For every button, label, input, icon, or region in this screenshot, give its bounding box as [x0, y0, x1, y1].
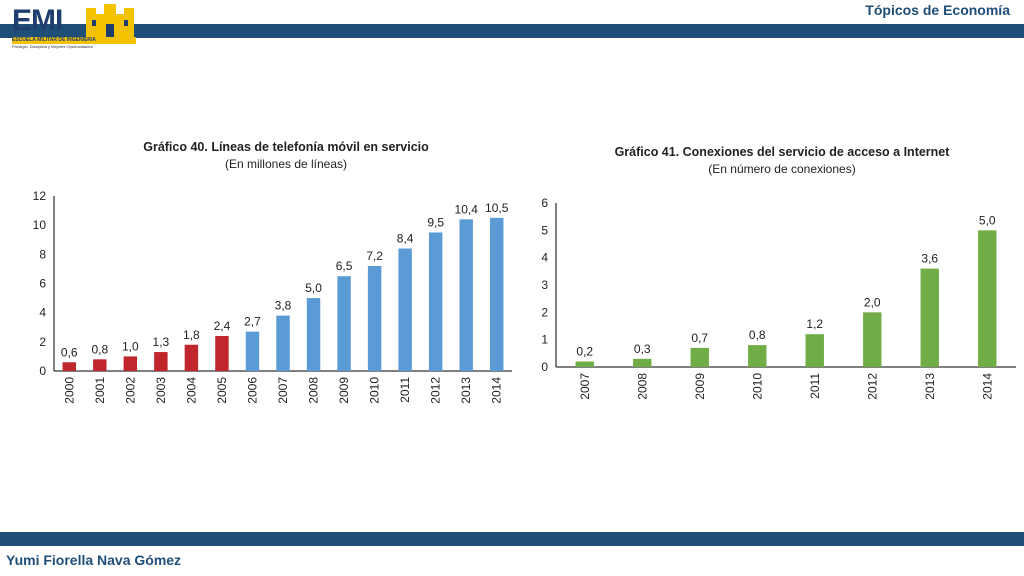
x-tick-label: 2014	[490, 377, 504, 404]
data-label: 8,4	[397, 232, 414, 246]
data-label: 10,4	[455, 202, 479, 216]
x-tick-label: 2011	[398, 377, 412, 403]
bar	[490, 217, 504, 371]
y-tick-label: 4	[39, 306, 46, 320]
logo-motto: Prestigio, Disciplina y Mejores Oportuni…	[12, 44, 93, 49]
y-tick-label: 4	[541, 251, 548, 265]
x-tick-label: 2001	[93, 377, 107, 404]
bar	[805, 334, 824, 367]
bar	[978, 230, 997, 367]
x-tick-label: 2000	[62, 377, 76, 404]
data-label: 5,0	[979, 213, 996, 227]
bar	[123, 356, 138, 371]
x-tick-label: 2002	[123, 377, 137, 404]
x-tick-label: 2003	[154, 377, 168, 404]
y-tick-label: 3	[541, 278, 548, 292]
data-label: 2,0	[864, 295, 881, 309]
y-tick-label: 5	[541, 223, 548, 237]
y-tick-label: 2	[541, 305, 548, 319]
castle-icon	[86, 4, 134, 38]
bar	[920, 268, 939, 367]
y-tick-label: 2	[39, 335, 46, 349]
bar	[459, 219, 473, 371]
data-label: 3,8	[275, 299, 292, 313]
bar	[863, 312, 882, 367]
data-label: 2,7	[244, 315, 261, 329]
y-tick-label: 10	[33, 218, 47, 232]
data-label: 0,2	[576, 345, 593, 359]
y-tick-label: 0	[39, 364, 46, 378]
bar	[428, 232, 443, 371]
header-bar	[0, 24, 1024, 38]
bar	[245, 331, 260, 371]
data-label: 0,3	[634, 342, 651, 356]
x-tick-label: 2008	[635, 373, 649, 400]
bar	[184, 344, 199, 371]
bar	[276, 315, 290, 371]
chart2-subtitle: (En número de conexiones)	[708, 162, 856, 176]
x-tick-label: 2014	[980, 373, 994, 400]
x-tick-label: 2013	[923, 373, 937, 400]
y-tick-label: 6	[39, 277, 46, 291]
data-label: 3,6	[921, 252, 938, 266]
data-label: 0,6	[61, 345, 78, 359]
logo-text: EMI	[12, 4, 63, 37]
emi-logo	[8, 4, 136, 48]
x-tick-label: 2007	[276, 377, 290, 404]
chart2-svg: 0 1 2 3 4 5 6 0,2 2007 0,3 2008 0,7 2009 0,8 2010 1,2 20…	[541, 196, 1016, 400]
data-label: 1,2	[806, 317, 823, 331]
bar	[93, 359, 107, 371]
x-tick-label: 2007	[578, 373, 592, 400]
bar	[367, 266, 382, 371]
y-tick-label: 1	[541, 333, 548, 347]
header-divider	[0, 20, 1024, 24]
data-label: 7,2	[366, 249, 383, 263]
bar	[633, 358, 652, 367]
bar	[575, 361, 594, 367]
data-label: 5,0	[305, 281, 322, 295]
bar	[398, 248, 412, 371]
bar	[337, 276, 351, 371]
x-tick-label: 2010	[750, 373, 764, 400]
x-tick-label: 2013	[459, 377, 473, 404]
chart1-svg: 0 2 4 6 8 10 12 0,6 2000 0,8 2001 1,0 2002 1,3 2003 1,8…	[33, 189, 512, 404]
y-tick-label: 12	[33, 189, 47, 203]
x-tick-label: 2009	[693, 373, 707, 400]
data-label: 9,5	[427, 215, 444, 229]
data-label: 0,8	[749, 328, 766, 342]
bar	[306, 298, 321, 371]
bar	[215, 336, 229, 371]
logo-subtitle: ESCUELA MILITAR DE INGENIERIA	[12, 37, 136, 44]
bar	[154, 352, 168, 371]
chart1-title: Gráfico 40. Líneas de telefonía móvil en…	[143, 140, 429, 154]
chart2-title: Gráfico 41. Conexiones del servicio de a…	[614, 145, 950, 159]
x-tick-label: 2012	[429, 377, 443, 404]
bar	[748, 345, 767, 367]
data-label: 1,8	[183, 328, 200, 342]
x-tick-label: 2006	[245, 377, 259, 404]
y-tick-label: 8	[39, 247, 46, 261]
x-tick-label: 2011	[808, 373, 822, 399]
x-tick-label: 2005	[215, 377, 229, 404]
footer-bar	[0, 532, 1024, 546]
x-tick-label: 2009	[337, 377, 351, 404]
bar	[62, 362, 76, 371]
bar	[690, 347, 709, 367]
data-label: 2,4	[214, 319, 231, 333]
data-label: 0,8	[91, 342, 108, 356]
data-label: 0,7	[691, 331, 708, 345]
footer-author: Yumi Fiorella Nava Gómez	[6, 552, 182, 568]
y-tick-label: 0	[541, 360, 548, 374]
x-tick-label: 2008	[307, 377, 321, 404]
page-title: Tópicos de Economía	[865, 2, 1010, 18]
chart1-subtitle: (En millones de líneas)	[224, 157, 348, 171]
x-tick-label: 2010	[368, 377, 382, 404]
data-label: 1,0	[122, 339, 139, 353]
data-label: 6,5	[336, 259, 353, 273]
data-label: 10,5	[485, 201, 509, 215]
x-tick-label: 2012	[865, 373, 879, 400]
data-label: 1,3	[153, 335, 170, 349]
y-tick-label: 6	[541, 196, 548, 210]
x-tick-label: 2004	[184, 377, 198, 404]
